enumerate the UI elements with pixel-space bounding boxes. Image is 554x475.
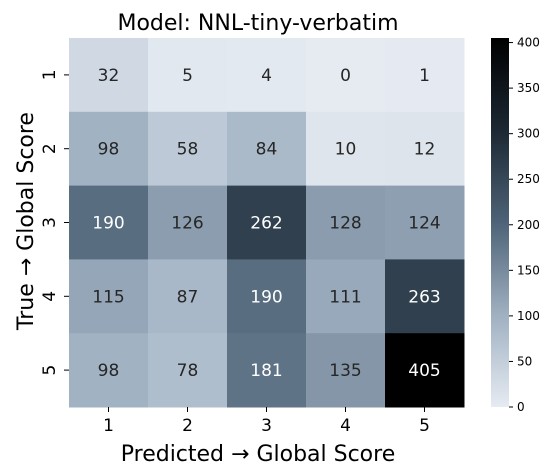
- cell-value-label: 1: [419, 66, 430, 86]
- x-tick-label: 3: [261, 416, 272, 436]
- cell-value-label: 263: [408, 287, 440, 307]
- colorbar-tick-label: 300: [517, 127, 540, 141]
- colorbar-tick-label: 50: [517, 354, 532, 368]
- cell-value-label: 5: [182, 66, 193, 86]
- cell-value-label: 262: [250, 214, 282, 234]
- cell-value-label: 98: [98, 361, 120, 381]
- heatmap-cell: [69, 38, 149, 113]
- chart-title: Model: NNL-tiny-verbatim: [117, 11, 398, 36]
- heatmap-cell: [227, 185, 307, 260]
- x-tick-label: 4: [340, 416, 351, 436]
- cell-value-label: 405: [408, 361, 440, 381]
- heatmap-cell: [148, 333, 228, 408]
- cell-value-label: 87: [177, 287, 199, 307]
- x-tick-label: 2: [182, 416, 193, 436]
- heatmap-cell: [306, 259, 386, 334]
- y-axis-label: True → Global Score: [14, 112, 39, 331]
- heatmap-cell: [69, 259, 149, 334]
- heatmap-cell: [385, 111, 465, 187]
- heatmap-cell: [385, 185, 465, 260]
- y-tick-label: 1: [40, 69, 60, 80]
- cell-value-label: 58: [177, 140, 199, 160]
- heatmap-cell: [385, 38, 465, 113]
- heatmap-cell: [148, 111, 228, 187]
- y-tick-label: 5: [40, 365, 60, 376]
- colorbar-tick-label: 0: [517, 400, 525, 414]
- colorbar: 0 50 100 150 200 250 300 350 400: [491, 36, 540, 414]
- heatmap-cell: [148, 259, 228, 334]
- heatmap-cell: [227, 333, 307, 408]
- heatmap-cell: [306, 38, 386, 113]
- colorbar-tick-label: 400: [517, 36, 540, 50]
- cell-value-label: 10: [335, 140, 357, 160]
- cell-value-label: 78: [177, 361, 199, 381]
- y-tick-label: 3: [40, 217, 60, 228]
- heatmap-cell: [306, 111, 386, 187]
- heatmap-cell: [148, 38, 228, 113]
- cell-value-label: 124: [408, 214, 440, 234]
- cell-value-label: 190: [92, 214, 124, 234]
- cell-value-label: 84: [256, 140, 278, 160]
- heatmap-cell: [306, 333, 386, 408]
- colorbar-tick-label: 250: [517, 172, 540, 186]
- x-axis-ticks: 1 2 3 4 5: [103, 407, 430, 436]
- y-axis-ticks: 1 2 3 4 5: [40, 69, 69, 376]
- cell-value-label: 128: [329, 214, 361, 234]
- colorbar-tick-label: 100: [517, 309, 540, 323]
- cell-value-label: 0: [340, 66, 351, 86]
- heatmap-cell: [385, 333, 465, 408]
- heatmap-cell: [227, 259, 307, 334]
- y-tick-label: 2: [40, 143, 60, 154]
- y-tick-label: 4: [40, 291, 60, 302]
- x-axis-label: Predicted → Global Score: [121, 442, 395, 467]
- heatmap-cell: [385, 259, 465, 334]
- cell-value-label: 98: [98, 140, 120, 160]
- colorbar-gradient: [491, 38, 509, 407]
- cell-value-label: 190: [250, 287, 282, 307]
- heatmap-cells: 32 5 4 0 1 98 58 84 10 12 190 126 262 128 124 115 87 190 1…: [69, 38, 465, 408]
- heatmap-cell: [227, 111, 307, 187]
- heatmap-cell: [69, 185, 149, 260]
- heatmap-cell: [69, 111, 149, 187]
- x-tick-label: 1: [103, 416, 114, 436]
- heatmap-cell: [148, 185, 228, 260]
- heatmap-cell: [69, 333, 149, 408]
- x-tick-label: 5: [419, 416, 430, 436]
- cell-value-label: 32: [98, 66, 120, 86]
- colorbar-tick-label: 350: [517, 81, 540, 95]
- heatmap-cell: [306, 185, 386, 260]
- cell-value-label: 12: [414, 140, 436, 160]
- colorbar-tick-label: 200: [517, 218, 540, 232]
- cell-value-label: 126: [171, 214, 203, 234]
- cell-value-label: 115: [92, 287, 124, 307]
- cell-value-label: 4: [261, 66, 272, 86]
- heatmap-cell: [227, 38, 307, 113]
- cell-value-label: 135: [329, 361, 361, 381]
- colorbar-tick-label: 150: [517, 263, 540, 277]
- cell-value-label: 111: [329, 287, 361, 307]
- cell-value-label: 181: [250, 361, 282, 381]
